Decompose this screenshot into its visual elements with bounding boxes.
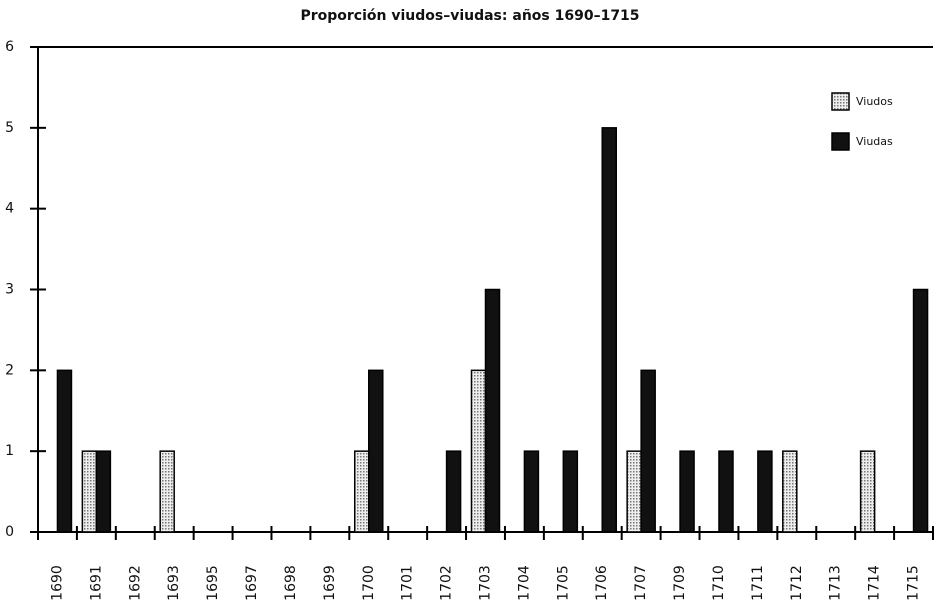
bar	[718, 450, 734, 533]
x-tick-label: 1706	[594, 565, 610, 601]
x-tick-label: 1700	[361, 565, 377, 601]
x-tick-label: 1701	[400, 565, 416, 601]
x-tick-label: 1715	[906, 565, 922, 601]
bar	[159, 450, 175, 533]
x-tick-label: 1699	[322, 565, 338, 601]
x-tick-label: 1695	[205, 565, 221, 601]
y-tick-label: 1	[5, 443, 14, 459]
y-tick-label: 3	[5, 282, 14, 298]
x-tick-label: 1691	[88, 565, 104, 601]
bar	[81, 450, 98, 533]
x-tick-label: 1692	[127, 565, 143, 601]
bar	[562, 450, 579, 533]
bar	[523, 450, 540, 533]
x-tick-label: 1707	[633, 565, 649, 601]
bar	[859, 450, 876, 533]
bar	[368, 369, 384, 533]
x-tick-label: 1713	[828, 565, 844, 601]
x-tick-label: 1711	[750, 565, 766, 601]
x-tick-label: 1704	[516, 565, 532, 601]
x-tick-label: 1703	[478, 565, 494, 601]
legend-swatch	[831, 92, 850, 111]
bar	[912, 288, 929, 533]
x-tick-label: 1698	[283, 565, 299, 601]
x-tick-label: 1712	[789, 565, 805, 601]
bar	[782, 450, 798, 533]
x-tick-label: 1714	[867, 565, 883, 601]
bar	[470, 369, 487, 533]
bar	[640, 369, 656, 533]
y-tick-label: 6	[5, 39, 14, 55]
x-tick-label: 1693	[166, 565, 182, 601]
x-tick-label: 1709	[672, 565, 688, 601]
x-tick-label: 1690	[49, 565, 65, 601]
x-tick-label: 1710	[711, 565, 727, 601]
bar	[679, 450, 695, 533]
x-tick-label: 1702	[439, 565, 455, 601]
bar	[626, 450, 642, 533]
y-tick-label: 5	[5, 120, 14, 136]
y-tick-label: 0	[5, 524, 14, 540]
x-tick-label: 1697	[244, 565, 260, 601]
bar	[445, 450, 462, 533]
legend-label: Viudos	[856, 95, 893, 108]
bar	[484, 288, 501, 533]
chart-title: Proporción viudos–viudas: años 1690–1715	[300, 8, 639, 24]
bar	[56, 369, 73, 533]
bar	[601, 127, 617, 533]
legend-label: Viudas	[856, 135, 893, 148]
legend-swatch	[831, 132, 850, 151]
y-tick-label: 4	[5, 201, 14, 217]
bar	[95, 450, 112, 533]
x-tick-label: 1705	[555, 565, 571, 601]
bar	[354, 450, 370, 533]
y-tick-label: 2	[5, 362, 14, 378]
bar	[757, 450, 773, 533]
